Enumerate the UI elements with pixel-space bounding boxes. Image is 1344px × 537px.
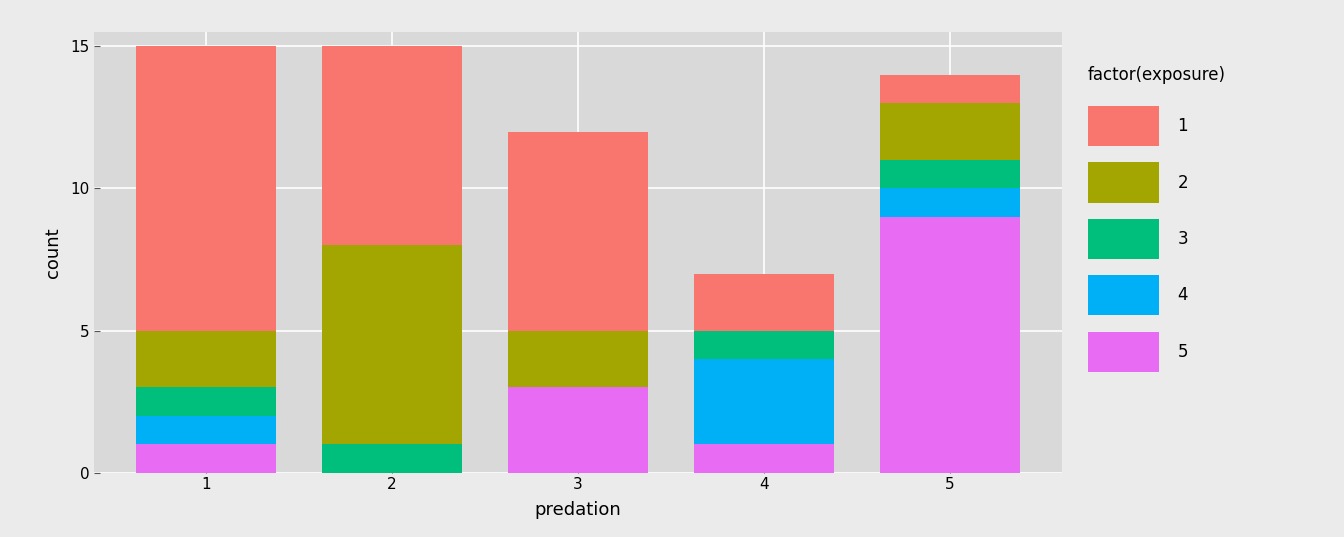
Bar	[1089, 275, 1160, 316]
Bar	[136, 330, 276, 387]
Bar	[880, 75, 1020, 103]
Bar	[1089, 219, 1160, 259]
Bar	[323, 444, 461, 473]
Bar	[323, 245, 461, 444]
Text: 2: 2	[1177, 173, 1188, 192]
Bar	[880, 103, 1020, 160]
Bar	[880, 188, 1020, 217]
Bar	[695, 274, 833, 330]
Bar	[323, 46, 461, 245]
X-axis label: predation: predation	[535, 501, 621, 519]
Y-axis label: count: count	[43, 227, 62, 278]
Bar	[1089, 332, 1160, 372]
Bar	[136, 46, 276, 330]
Text: 5: 5	[1177, 343, 1188, 361]
Bar	[136, 387, 276, 416]
Bar	[695, 330, 833, 359]
Bar	[1089, 163, 1160, 203]
Bar	[695, 444, 833, 473]
Text: 3: 3	[1177, 230, 1188, 248]
Bar	[508, 387, 648, 473]
Text: 1: 1	[1177, 117, 1188, 135]
Bar	[136, 416, 276, 444]
Bar	[695, 359, 833, 444]
Bar	[880, 160, 1020, 188]
Bar	[136, 444, 276, 473]
Bar	[880, 217, 1020, 473]
Bar	[1089, 106, 1160, 147]
Text: factor(exposure): factor(exposure)	[1089, 66, 1226, 84]
Text: 4: 4	[1177, 286, 1188, 304]
Bar	[508, 132, 648, 330]
Bar	[508, 330, 648, 387]
